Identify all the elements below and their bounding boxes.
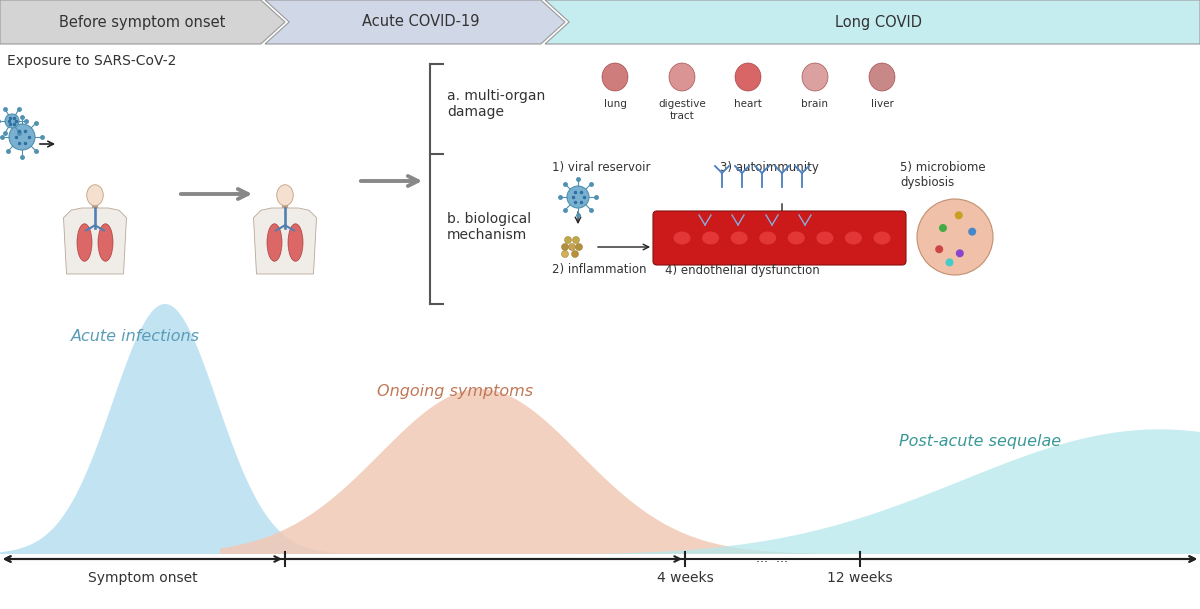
Text: 3) autoimmunity: 3) autoimmunity	[720, 161, 818, 174]
Ellipse shape	[734, 63, 761, 91]
Ellipse shape	[702, 231, 719, 244]
Polygon shape	[580, 429, 1200, 554]
Ellipse shape	[787, 231, 805, 244]
Circle shape	[568, 186, 589, 208]
Text: Exposure to SARS-CoV-2: Exposure to SARS-CoV-2	[7, 54, 176, 68]
Ellipse shape	[816, 231, 833, 244]
Circle shape	[569, 244, 576, 250]
Circle shape	[5, 114, 19, 128]
Text: Acute COVID-19: Acute COVID-19	[362, 15, 480, 29]
Circle shape	[576, 244, 582, 250]
Polygon shape	[253, 208, 317, 274]
Ellipse shape	[760, 231, 776, 244]
Polygon shape	[265, 0, 565, 44]
Text: ...  ...: ... ...	[756, 552, 788, 565]
Ellipse shape	[288, 224, 302, 261]
Polygon shape	[64, 208, 126, 274]
Text: heart: heart	[734, 99, 762, 109]
Circle shape	[946, 258, 954, 266]
Text: 1) viral reservoir: 1) viral reservoir	[552, 161, 650, 174]
Text: 5) microbiome
dysbiosis: 5) microbiome dysbiosis	[900, 161, 985, 189]
Text: brain: brain	[802, 99, 828, 109]
FancyBboxPatch shape	[653, 211, 906, 265]
Text: Post-acute sequelae: Post-acute sequelae	[899, 434, 1061, 449]
Ellipse shape	[77, 224, 92, 261]
Ellipse shape	[869, 63, 895, 91]
Circle shape	[564, 236, 571, 244]
Circle shape	[562, 250, 569, 258]
Ellipse shape	[98, 224, 113, 261]
Text: a. multi-organ
damage: a. multi-organ damage	[446, 89, 545, 119]
Ellipse shape	[673, 231, 690, 244]
Circle shape	[938, 224, 947, 232]
Circle shape	[956, 249, 964, 257]
Text: Ongoing symptoms: Ongoing symptoms	[377, 384, 533, 399]
Text: 4 weeks: 4 weeks	[656, 571, 713, 585]
Ellipse shape	[602, 63, 628, 91]
Ellipse shape	[845, 231, 862, 244]
Circle shape	[935, 245, 943, 253]
Text: Acute infections: Acute infections	[71, 329, 199, 344]
Ellipse shape	[731, 231, 748, 244]
Circle shape	[571, 250, 578, 258]
Circle shape	[955, 211, 962, 219]
Text: 12 weeks: 12 weeks	[827, 571, 893, 585]
Ellipse shape	[86, 185, 103, 206]
Polygon shape	[220, 389, 880, 554]
Polygon shape	[545, 0, 1200, 44]
Circle shape	[572, 236, 580, 244]
Text: 4) endothelial dysfunction: 4) endothelial dysfunction	[665, 264, 820, 277]
Polygon shape	[0, 0, 286, 44]
Circle shape	[10, 124, 35, 150]
Circle shape	[917, 199, 994, 275]
Polygon shape	[0, 304, 380, 554]
Text: Before symptom onset: Before symptom onset	[59, 15, 226, 29]
Ellipse shape	[874, 231, 890, 244]
Circle shape	[562, 244, 569, 250]
Text: Long COVID: Long COVID	[835, 15, 922, 29]
Text: Symptom onset: Symptom onset	[88, 571, 198, 585]
Circle shape	[968, 228, 976, 236]
Text: 2) inflammation: 2) inflammation	[552, 263, 647, 276]
Text: b. biological
mechanism: b. biological mechanism	[446, 212, 532, 242]
Ellipse shape	[277, 185, 293, 206]
Ellipse shape	[266, 224, 282, 261]
Text: lung: lung	[604, 99, 626, 109]
Ellipse shape	[802, 63, 828, 91]
Text: digestive
tract: digestive tract	[658, 99, 706, 121]
Ellipse shape	[670, 63, 695, 91]
Text: liver: liver	[870, 99, 894, 109]
